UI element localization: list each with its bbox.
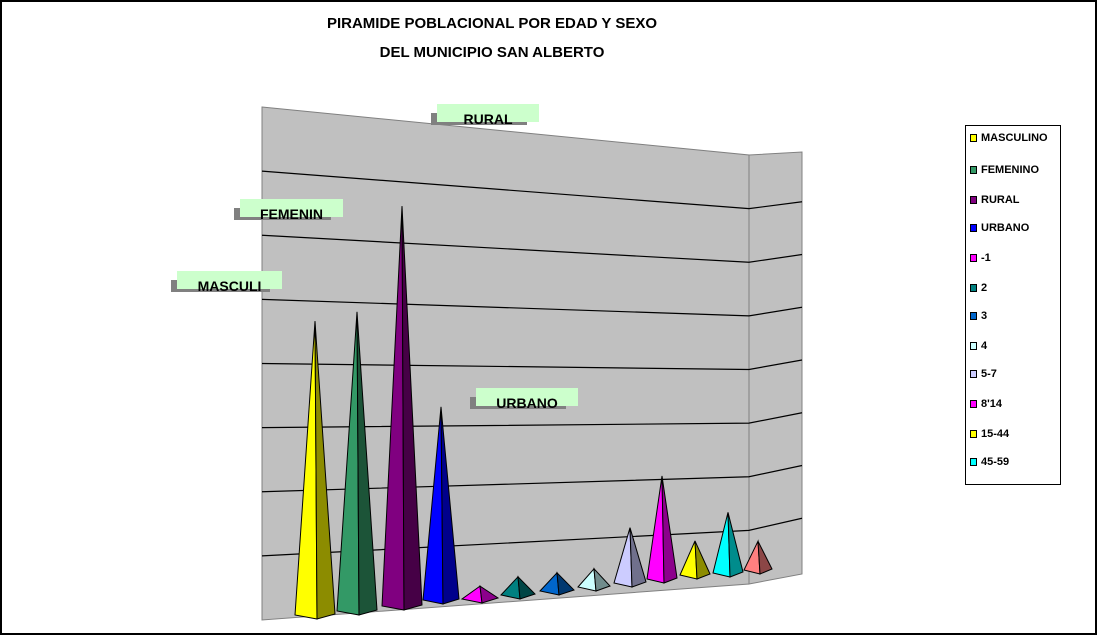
pyramid-4-side	[479, 585, 500, 604]
legend-label: FEMENINO	[981, 164, 1040, 176]
legend-label: 45-59	[981, 456, 1010, 468]
legend-label: 8'14	[981, 398, 1002, 410]
pyramid-10-side	[694, 540, 711, 580]
pyramid-2-side	[401, 206, 423, 611]
legend-swatch	[970, 284, 977, 292]
legend-label: 15-44	[981, 428, 1010, 440]
annotation-1-box	[240, 199, 343, 217]
legend-swatch	[970, 430, 977, 438]
gridline-3	[261, 359, 803, 371]
legend-label: URBANO	[981, 222, 1030, 234]
legend-swatch	[970, 224, 977, 232]
annotation-0-label: RURAL	[464, 111, 513, 127]
pyramid-5-side	[517, 575, 536, 600]
legend-swatch	[970, 400, 977, 408]
legend-swatch	[970, 312, 977, 320]
pyramid-6-side	[556, 571, 575, 596]
chart-title-line-1: PIRAMIDE POBLACIONAL POR EDAD Y SEXO	[326, 15, 658, 32]
pyramid-1-side	[356, 311, 378, 616]
legend-label: MASCULINO	[981, 132, 1048, 144]
pyramid-3-side	[440, 406, 460, 605]
gridline-0	[261, 517, 803, 557]
annotation-1-label: FEMENIN	[260, 206, 323, 222]
chart-legend: MASCULINO FEMENINO RURAL URBANO -1 2 3 4 5-7 8'14…	[965, 125, 1061, 485]
legend-label: RURAL	[981, 194, 1020, 206]
gridline-6	[261, 170, 803, 210]
pyramid-9-side	[661, 475, 678, 584]
gridline-2	[261, 412, 803, 429]
annotation-3-label: URBANO	[496, 395, 558, 411]
annotation-2-box	[177, 271, 282, 289]
legend-swatch	[970, 166, 977, 174]
annotation-3-box	[476, 388, 578, 406]
gridline-5	[261, 234, 803, 263]
gridline-4	[261, 298, 803, 317]
legend-label: 3	[981, 310, 988, 322]
pyramid-11-side	[727, 512, 744, 578]
legend-label: 4	[981, 340, 988, 352]
legend-label: -1	[981, 252, 991, 264]
legend-swatch	[970, 134, 977, 142]
legend-swatch	[970, 370, 977, 378]
legend-swatch	[970, 254, 977, 262]
pyramid-12-side	[757, 540, 773, 575]
legend-swatch	[970, 458, 977, 466]
pyramid-8-side	[629, 527, 647, 588]
legend-swatch	[970, 342, 977, 350]
legend-label: 5-7	[981, 368, 997, 380]
gridline-1	[261, 464, 803, 493]
legend-swatch	[970, 196, 977, 204]
pyramid-0-side	[314, 321, 336, 620]
annotation-2-label: MASCULI	[198, 278, 262, 294]
chart-title-line-2: DEL MUNICIPIO SAN ALBERTO	[379, 44, 605, 61]
legend-label: 2	[981, 282, 988, 294]
pyramid-7-side	[593, 567, 611, 592]
annotation-0-box	[437, 104, 539, 122]
